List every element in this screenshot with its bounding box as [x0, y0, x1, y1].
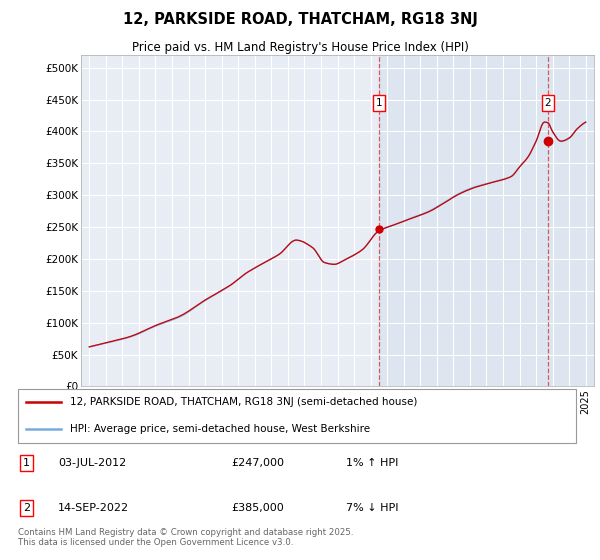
Text: 1: 1: [376, 98, 382, 108]
Text: 1: 1: [23, 458, 30, 468]
Text: 12, PARKSIDE ROAD, THATCHAM, RG18 3NJ: 12, PARKSIDE ROAD, THATCHAM, RG18 3NJ: [122, 12, 478, 27]
Text: 2: 2: [545, 98, 551, 108]
Text: 1% ↑ HPI: 1% ↑ HPI: [346, 458, 398, 468]
Text: 7% ↓ HPI: 7% ↓ HPI: [346, 503, 398, 513]
FancyBboxPatch shape: [18, 389, 577, 444]
Text: 2: 2: [23, 503, 30, 513]
Text: HPI: Average price, semi-detached house, West Berkshire: HPI: Average price, semi-detached house,…: [70, 424, 370, 434]
Text: Contains HM Land Registry data © Crown copyright and database right 2025.
This d: Contains HM Land Registry data © Crown c…: [18, 528, 353, 548]
Bar: [379, 55, 594, 386]
Text: 14-SEP-2022: 14-SEP-2022: [58, 503, 129, 513]
Text: 12, PARKSIDE ROAD, THATCHAM, RG18 3NJ (semi-detached house): 12, PARKSIDE ROAD, THATCHAM, RG18 3NJ (s…: [70, 398, 417, 408]
Text: 03-JUL-2012: 03-JUL-2012: [58, 458, 127, 468]
Text: £247,000: £247,000: [231, 458, 284, 468]
Text: Price paid vs. HM Land Registry's House Price Index (HPI): Price paid vs. HM Land Registry's House …: [131, 41, 469, 54]
Text: £385,000: £385,000: [231, 503, 284, 513]
